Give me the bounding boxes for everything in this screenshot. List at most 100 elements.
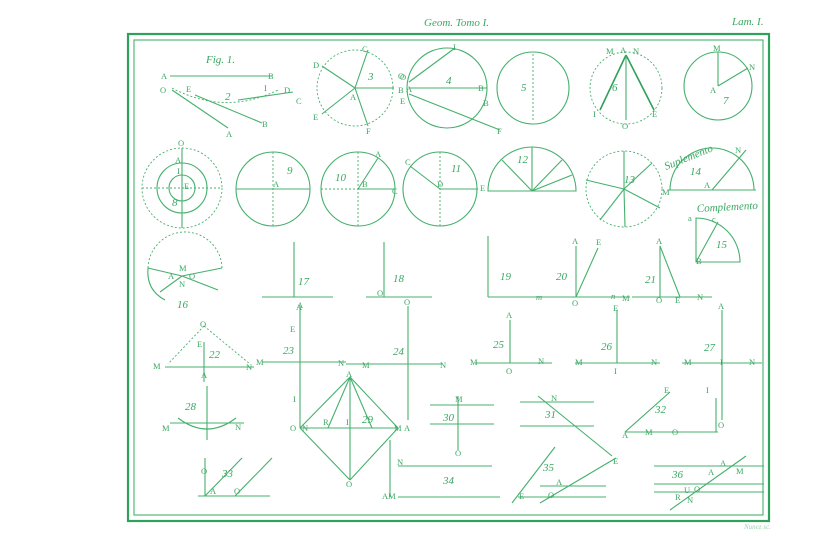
- caption-suplemento: Suplemento: [663, 142, 716, 173]
- point-label: A: [704, 180, 711, 190]
- caption-complemento: Complemento: [697, 200, 759, 215]
- point-label: N: [246, 362, 252, 372]
- point-label: B: [696, 256, 702, 266]
- fig-number-11: 11: [451, 163, 461, 175]
- point-label: O: [178, 138, 184, 148]
- figure-26: [575, 310, 660, 364]
- point-label: O: [718, 420, 724, 430]
- fig-number-35: 35: [542, 462, 555, 474]
- point-label: B: [268, 71, 274, 81]
- fig-number-25: 25: [493, 339, 505, 351]
- point-label: A: [226, 129, 233, 139]
- fig-number-21: 21: [645, 274, 656, 286]
- point-label: F: [366, 126, 371, 136]
- fig-number-36: 36: [671, 469, 684, 481]
- point-label: N: [697, 292, 703, 302]
- figure-number-labels: Fig. 1. 2 3 4 5 6 7 8 9 10 11 12 13 14 1…: [172, 54, 729, 487]
- point-label: A: [506, 310, 513, 320]
- point-label: A: [297, 300, 304, 310]
- point-label: O: [234, 486, 240, 496]
- fig-number-5: 5: [521, 82, 527, 94]
- point-label: O: [548, 490, 554, 500]
- point-label: A: [556, 477, 563, 487]
- figure-27: [682, 310, 762, 420]
- point-label: A: [273, 179, 280, 189]
- point-label: M: [736, 466, 744, 476]
- figure-31: [520, 395, 613, 457]
- point-label: A: [656, 236, 663, 246]
- point-label: E: [675, 295, 680, 305]
- figure-30: [430, 396, 494, 450]
- point-label: E: [596, 237, 601, 247]
- figure-34: [389, 440, 500, 498]
- point-label: O: [346, 479, 352, 489]
- figure-16: [147, 231, 223, 301]
- point-label: M: [455, 394, 463, 404]
- point-label: O: [404, 297, 410, 307]
- point-label: m: [536, 292, 542, 302]
- fig-number-33: 33: [221, 468, 234, 480]
- point-label: O: [400, 72, 406, 82]
- figure-19: [487, 236, 550, 298]
- point-label: E: [197, 339, 202, 349]
- point-label: M: [622, 293, 630, 303]
- point-label: I: [264, 83, 267, 93]
- point-label: O: [672, 427, 678, 437]
- point-label: O: [622, 121, 628, 131]
- point-label: I: [453, 42, 456, 52]
- point-label: N: [179, 279, 185, 289]
- point-label: I: [614, 366, 617, 376]
- point-label: B: [478, 83, 484, 93]
- point-label: N: [749, 62, 755, 72]
- figure-21: [632, 245, 712, 298]
- point-label: E: [186, 84, 191, 94]
- figure-24: [346, 306, 442, 420]
- figure-17: [262, 242, 333, 298]
- fig-number-28: 28: [185, 401, 197, 413]
- point-label: R: [675, 492, 681, 502]
- fig-number-6: 6: [612, 82, 618, 94]
- fig-number-29: 29: [362, 414, 374, 426]
- figure-9: [235, 151, 311, 227]
- point-label: A: [350, 92, 357, 102]
- figure-33: [198, 457, 273, 497]
- point-label: N: [633, 46, 639, 56]
- fig-number-4: 4: [446, 75, 452, 87]
- fig-number-10: 10: [335, 172, 347, 184]
- fig-number-13: 13: [624, 174, 636, 186]
- figure-23: [262, 306, 346, 428]
- figure-29: [299, 376, 399, 481]
- point-label: N: [538, 356, 544, 366]
- point-label: A: [168, 271, 175, 281]
- point-label: O: [200, 319, 206, 329]
- point-label: C: [392, 186, 398, 196]
- figure-3: [316, 49, 394, 127]
- figure-32: [624, 391, 718, 433]
- fig-number-23: 23: [283, 345, 295, 357]
- fig-number-8: 8: [172, 197, 178, 209]
- engraver-signature: Nunez sc.: [744, 523, 771, 531]
- point-label: M: [179, 263, 187, 273]
- fig-number-32: 32: [654, 404, 667, 416]
- figure-36: [654, 455, 764, 511]
- figure-5: [496, 51, 570, 125]
- point-label: B: [483, 98, 489, 108]
- figure-35: [511, 446, 617, 504]
- fig-number-26: 26: [601, 341, 613, 353]
- point-label: R: [323, 417, 329, 427]
- point-label: B: [262, 119, 268, 129]
- point-label: D: [313, 60, 319, 70]
- point-label: D: [284, 85, 290, 95]
- point-label: AM: [382, 491, 396, 501]
- point-label: N: [440, 360, 446, 370]
- point-label: M: [662, 187, 670, 197]
- point-label: O: [201, 466, 207, 476]
- header-plate-title: Geom. Tomo I.: [424, 17, 489, 29]
- point-label: O: [455, 448, 461, 458]
- point-label: M: [162, 423, 170, 433]
- figure-20: [548, 246, 630, 298]
- point-label: M: [713, 43, 721, 53]
- inner-frame: [133, 39, 764, 516]
- point-label: E: [519, 491, 524, 501]
- figure-11: [402, 151, 478, 227]
